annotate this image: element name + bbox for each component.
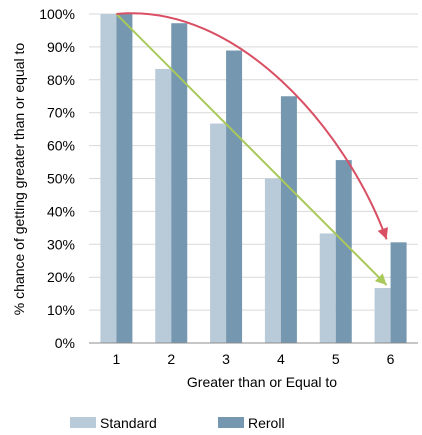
- legend: Standard Reroll: [70, 415, 285, 431]
- y-tick-label: 10%: [47, 302, 75, 318]
- x-tick-label: 1: [113, 351, 121, 367]
- bar-standard: [100, 14, 117, 343]
- trend-arrow-standard: [115, 13, 388, 286]
- bar-standard: [264, 178, 281, 343]
- y-tick-label: 30%: [47, 236, 75, 252]
- legend-label-reroll: Reroll: [248, 415, 285, 431]
- x-tick-label: 4: [277, 351, 285, 367]
- legend-swatch-reroll: [218, 417, 244, 428]
- x-tick-label: 3: [222, 351, 230, 367]
- y-tick-label: 0%: [55, 335, 75, 351]
- trend-arrow-reroll: [116, 12, 388, 240]
- y-axis-title: % chance of getting greater than or equa…: [11, 43, 27, 316]
- bar-standard: [155, 68, 172, 344]
- x-tick-label: 6: [387, 351, 395, 367]
- x-axis-title: Greater than or Equal to: [187, 374, 337, 390]
- y-tick-label: 60%: [47, 138, 75, 154]
- bar-reroll: [390, 242, 407, 343]
- bars: [100, 14, 407, 344]
- bar-reroll: [335, 160, 352, 343]
- trend-arrows: [115, 12, 388, 286]
- x-tick-labels: 1 2 3 4 5 6: [113, 351, 395, 367]
- grid-lines: [89, 13, 418, 311]
- y-tick-label: 70%: [47, 105, 75, 121]
- bar-reroll: [226, 50, 243, 343]
- y-tick-label: 40%: [47, 203, 75, 219]
- x-tick-label: 2: [167, 351, 175, 367]
- legend-label-standard: Standard: [100, 415, 157, 431]
- bar-reroll: [171, 23, 188, 343]
- arrowhead: [374, 273, 387, 286]
- bar-standard: [374, 288, 391, 343]
- y-tick-label: 20%: [47, 269, 75, 285]
- y-tick-label: 80%: [47, 72, 75, 88]
- y-tick-label: 50%: [47, 171, 75, 187]
- bar-reroll: [280, 96, 297, 343]
- x-tick-label: 5: [332, 351, 340, 367]
- legend-swatch-standard: [70, 417, 96, 428]
- bar-standard: [319, 233, 336, 343]
- y-tick-labels: 0% 10% 20% 30% 40% 50% 60% 70% 80% 90% 100%: [39, 6, 75, 351]
- arrowhead: [377, 227, 388, 240]
- y-tick-label: 100%: [39, 6, 75, 22]
- bar-reroll: [116, 14, 133, 343]
- y-tick-label: 90%: [47, 39, 75, 55]
- bar-standard: [210, 123, 227, 343]
